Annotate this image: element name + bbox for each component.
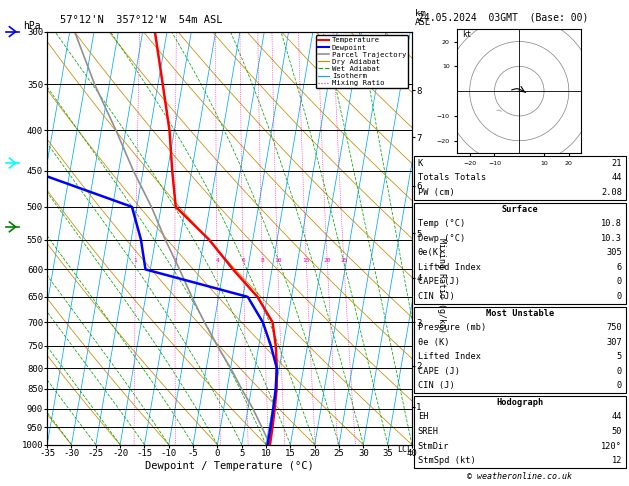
Text: 0: 0 [617, 292, 622, 301]
Text: 307: 307 [606, 338, 622, 347]
Text: Hodograph: Hodograph [496, 399, 543, 407]
Text: 44: 44 [611, 174, 622, 182]
Text: CIN (J): CIN (J) [418, 292, 454, 301]
Text: 25: 25 [340, 258, 348, 263]
Text: 1: 1 [134, 258, 138, 263]
Legend: Temperature, Dewpoint, Parcel Trajectory, Dry Adiabat, Wet Adiabat, Isotherm, Mi: Temperature, Dewpoint, Parcel Trajectory… [316, 35, 408, 88]
Text: 24.05.2024  03GMT  (Base: 00): 24.05.2024 03GMT (Base: 00) [418, 12, 589, 22]
Text: 44: 44 [611, 413, 622, 421]
Text: 21: 21 [611, 159, 622, 168]
Text: 750: 750 [606, 323, 622, 332]
Text: 0: 0 [617, 278, 622, 286]
X-axis label: Dewpoint / Temperature (°C): Dewpoint / Temperature (°C) [145, 461, 314, 470]
Text: Lifted Index: Lifted Index [418, 352, 481, 361]
Text: StmDir: StmDir [418, 442, 449, 451]
Text: 0: 0 [617, 367, 622, 376]
Text: Pressure (mb): Pressure (mb) [418, 323, 486, 332]
Text: Most Unstable: Most Unstable [486, 309, 554, 318]
Text: 8: 8 [260, 258, 264, 263]
Text: Lifted Index: Lifted Index [418, 263, 481, 272]
Text: StmSpd (kt): StmSpd (kt) [418, 456, 476, 465]
Text: 305: 305 [606, 248, 622, 257]
Text: 6: 6 [242, 258, 245, 263]
Text: 15: 15 [303, 258, 310, 263]
Text: Surface: Surface [501, 205, 538, 214]
Text: PW (cm): PW (cm) [418, 188, 454, 197]
Text: 12: 12 [611, 456, 622, 465]
Text: EH: EH [418, 413, 428, 421]
Text: Totals Totals: Totals Totals [418, 174, 486, 182]
Text: 10.3: 10.3 [601, 234, 622, 243]
Text: 0: 0 [617, 382, 622, 390]
Text: © weatheronline.co.uk: © weatheronline.co.uk [467, 472, 572, 481]
Text: LCL: LCL [397, 445, 412, 454]
Text: Dewp (°C): Dewp (°C) [418, 234, 465, 243]
Text: km
ASL: km ASL [415, 9, 431, 27]
Text: 2: 2 [173, 258, 177, 263]
Text: CIN (J): CIN (J) [418, 382, 454, 390]
Text: 57°12'N  357°12'W  54m ASL: 57°12'N 357°12'W 54m ASL [60, 15, 222, 25]
Text: 4: 4 [215, 258, 219, 263]
Text: SREH: SREH [418, 427, 438, 436]
Text: 5: 5 [617, 352, 622, 361]
Text: 20: 20 [323, 258, 331, 263]
Text: 120°: 120° [601, 442, 622, 451]
Text: 6: 6 [617, 263, 622, 272]
Text: 50: 50 [611, 427, 622, 436]
Text: Mixing Ratio (g/kg): Mixing Ratio (g/kg) [437, 238, 446, 333]
Text: 10.8: 10.8 [601, 219, 622, 228]
Text: 2.08: 2.08 [601, 188, 622, 197]
Text: hPa: hPa [23, 21, 41, 31]
Text: Temp (°C): Temp (°C) [418, 219, 465, 228]
Text: K: K [418, 159, 423, 168]
Text: kt: kt [462, 30, 472, 38]
Text: θe(K): θe(K) [418, 248, 444, 257]
Text: 10: 10 [274, 258, 281, 263]
Text: CAPE (J): CAPE (J) [418, 367, 460, 376]
Text: CAPE (J): CAPE (J) [418, 278, 460, 286]
Text: θe (K): θe (K) [418, 338, 449, 347]
